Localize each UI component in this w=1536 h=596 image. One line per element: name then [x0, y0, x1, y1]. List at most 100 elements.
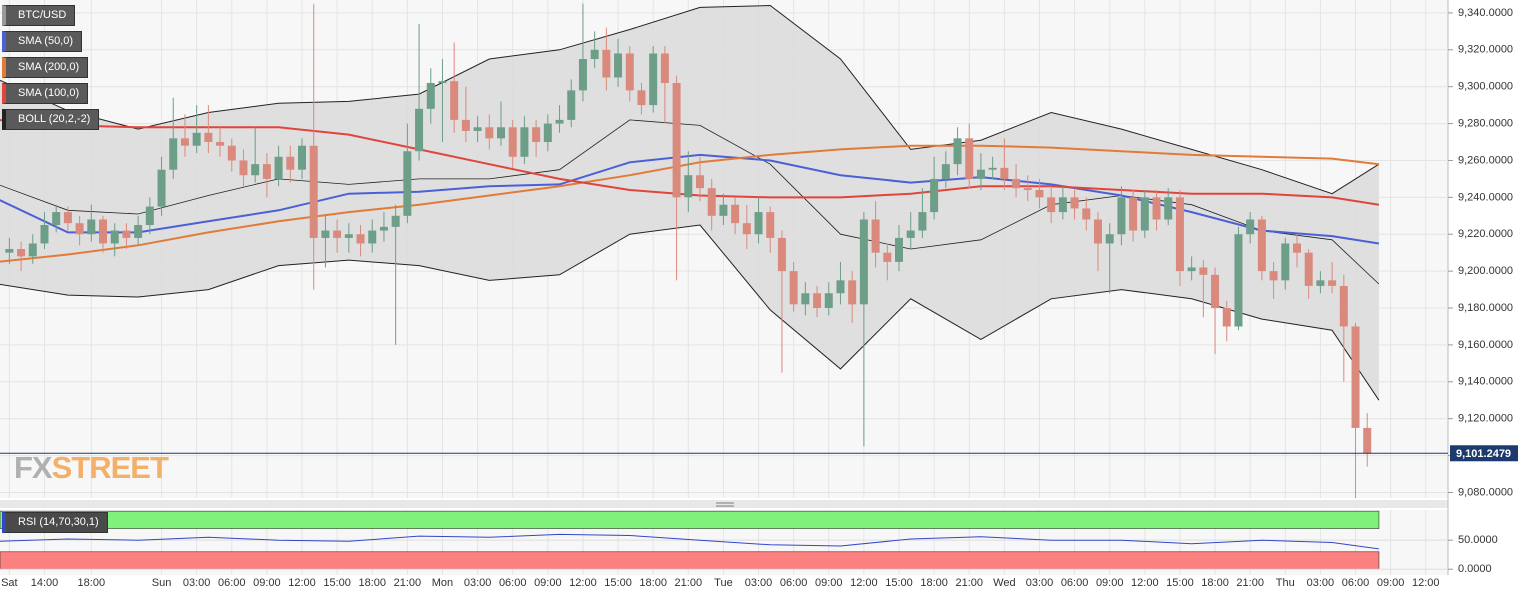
candle-body [532, 127, 541, 143]
legend-sma50[interactable]: SMA (50,0) [2, 31, 83, 52]
candle-body [1211, 274, 1220, 309]
candle-body [1339, 285, 1348, 327]
candle-body [1363, 427, 1372, 454]
candle-body [485, 127, 494, 139]
rsi-overbought-band [0, 510, 1380, 529]
candle-body [75, 223, 84, 235]
candle-body [895, 237, 904, 262]
candle-body [1047, 197, 1056, 213]
candle-body [941, 164, 950, 179]
x-tick-label: 03:00 [464, 577, 492, 589]
candle-body [157, 169, 166, 207]
candle-body [1328, 280, 1337, 286]
candle-body [251, 164, 260, 176]
x-tick-label: 09:00 [1096, 577, 1124, 589]
candle-body [906, 230, 915, 238]
y-tick-label: 9,280.0000 [1458, 117, 1513, 129]
candle-body [52, 212, 61, 226]
x-tick-label: 12:00 [1412, 577, 1440, 589]
x-tick-label: 21:00 [675, 577, 703, 589]
candle-body [204, 132, 213, 143]
candle-body [614, 53, 623, 78]
y-tick-label: 9,200.0000 [1458, 265, 1513, 277]
candle-body [1140, 197, 1149, 231]
candle-body [309, 145, 318, 238]
x-tick-label: 03:00 [1307, 577, 1335, 589]
candle-body [321, 230, 330, 238]
candle-body [180, 138, 189, 146]
x-tick-label: 18:00 [358, 577, 386, 589]
candle-body [1023, 188, 1032, 190]
candle-body [930, 178, 939, 213]
candle-body [87, 219, 96, 235]
x-tick-label: Tue [714, 577, 733, 589]
candle-body [1058, 197, 1067, 213]
x-tick-label: 06:00 [780, 577, 808, 589]
candle-body [578, 59, 587, 91]
candle-body [1117, 197, 1126, 235]
bollinger-upper [0, 4, 1380, 195]
candle-body [625, 53, 634, 91]
candle-body [403, 151, 412, 216]
legend-boll[interactable]: BOLL (20,2,-2) [2, 109, 100, 130]
legend-rsi[interactable]: RSI (14,70,30,1) [2, 512, 108, 533]
x-tick-label: 15:00 [604, 577, 632, 589]
y-tick-label: 9,260.0000 [1458, 154, 1513, 166]
candle-body [1105, 234, 1114, 244]
x-tick-label: 18:00 [78, 577, 106, 589]
candle-body [1292, 243, 1301, 253]
y-tick-label: 9,180.0000 [1458, 302, 1513, 314]
candle-body [473, 127, 482, 131]
x-tick-label: 03:00 [745, 577, 773, 589]
x-tick-label: 06:00 [1061, 577, 1089, 589]
x-tick-label: 06:00 [1342, 577, 1370, 589]
rsi-line [0, 533, 1379, 550]
candle-body [438, 81, 447, 83]
candle-body [379, 226, 388, 231]
candle-body [110, 230, 119, 244]
candle-body [742, 223, 751, 235]
candle-body [1152, 197, 1161, 220]
candle-body [871, 219, 880, 253]
candle-body [391, 215, 400, 227]
candle-body [707, 188, 716, 216]
legend-symbol[interactable]: BTC/USD [2, 5, 76, 26]
candle-body [637, 90, 646, 106]
candle-body [28, 243, 37, 257]
x-tick-label: 03:00 [183, 577, 211, 589]
candle-body [1281, 243, 1290, 281]
x-tick-label: 09:00 [815, 577, 843, 589]
candle-body [1222, 308, 1231, 327]
candle-body [1199, 267, 1208, 275]
candle-body [461, 119, 470, 131]
candle-body [40, 225, 49, 244]
candle-body [192, 132, 201, 146]
candle-body [766, 212, 775, 238]
candle-body [988, 167, 997, 170]
candle-body [883, 252, 892, 262]
x-tick-label: 09:00 [253, 577, 281, 589]
x-tick-label: Wed [993, 577, 1015, 589]
x-tick-label: 18:00 [1201, 577, 1229, 589]
candle-body [1012, 178, 1021, 189]
legend-sma100[interactable]: SMA (100,0) [2, 83, 89, 104]
candle-body [17, 249, 26, 257]
watermark-fx: FX [14, 450, 53, 485]
legend-sma200[interactable]: SMA (200,0) [2, 57, 89, 78]
rsi-oversold-band [0, 551, 1380, 570]
candle-body [590, 49, 599, 60]
candle-body [298, 145, 307, 170]
x-tick-label: 12:00 [288, 577, 316, 589]
candle-body [368, 230, 377, 244]
candle-body [1070, 197, 1079, 209]
candle-body [426, 83, 435, 109]
candle-body [1129, 197, 1138, 231]
candle-body [63, 212, 72, 224]
candle-body [497, 127, 506, 139]
candle-body [1257, 219, 1266, 272]
candle-body [415, 108, 424, 152]
candle-body [731, 204, 740, 224]
candle-body [1093, 219, 1102, 244]
